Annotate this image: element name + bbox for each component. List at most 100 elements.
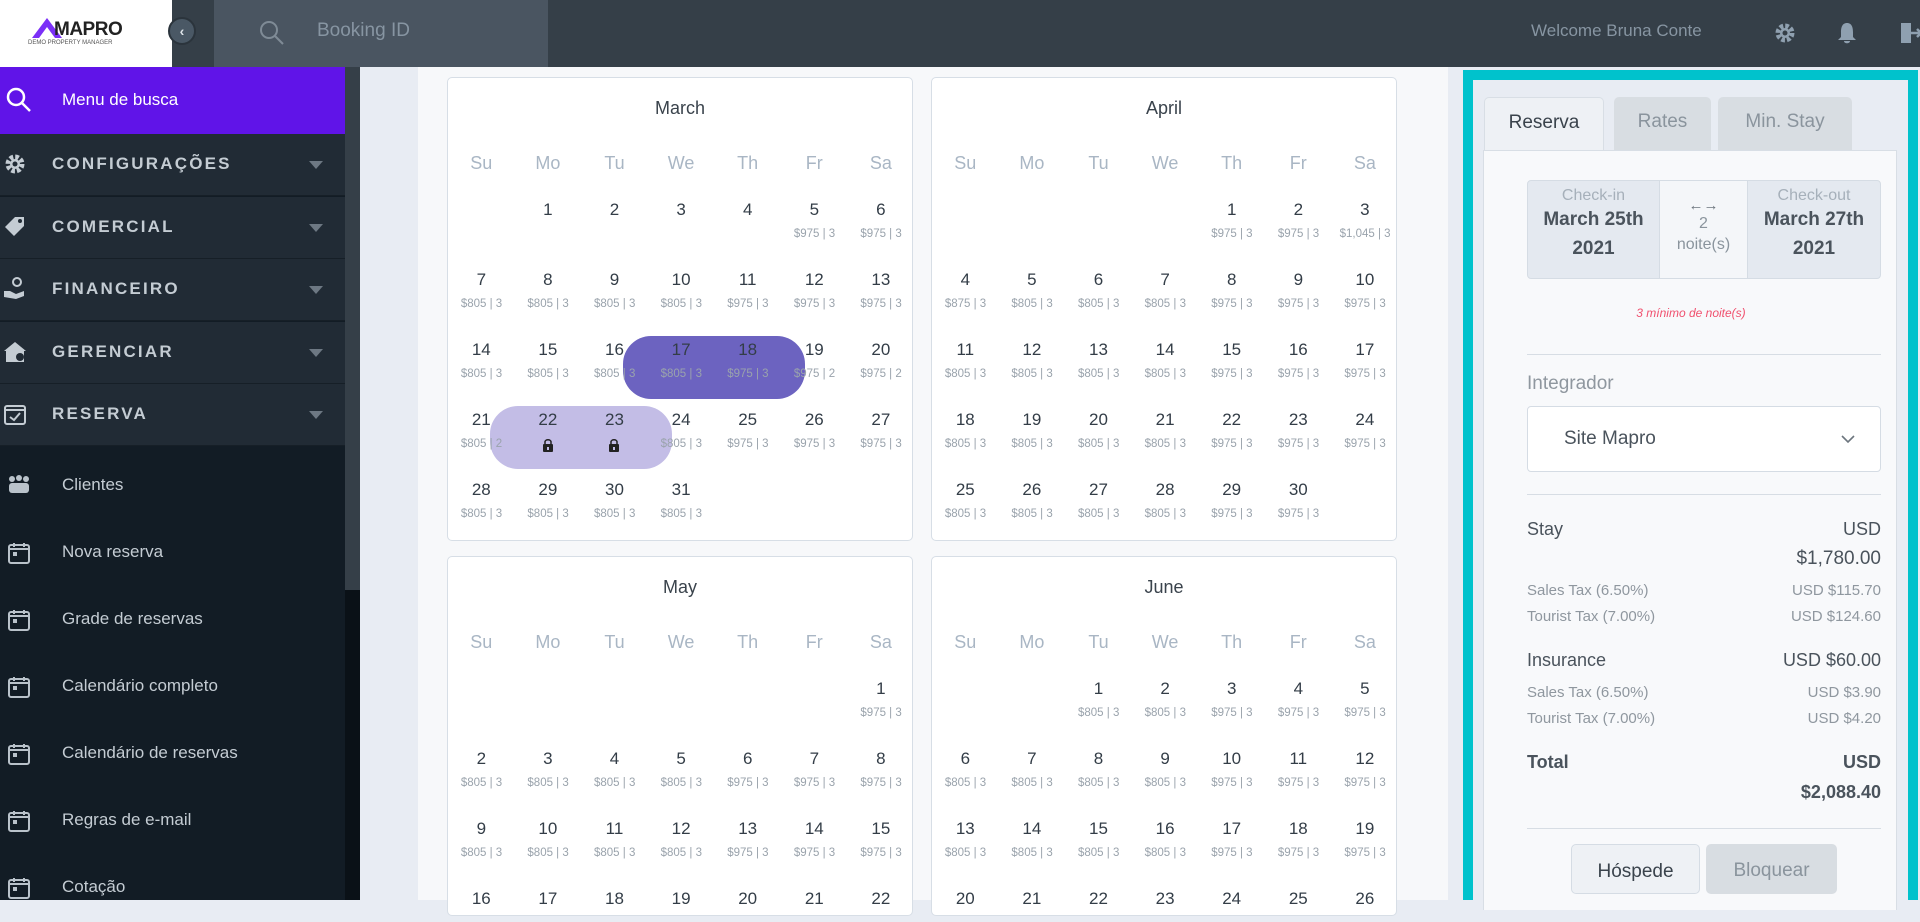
calendar-day[interactable]: 2 $805 | 3 [448,747,515,817]
calendar-day[interactable]: 5 $975 | 3 [1332,677,1396,747]
calendar-day[interactable]: 20 $975 | 2 [848,338,912,408]
calendar-day[interactable]: 11 $975 | 3 [1265,747,1332,817]
calendar-day[interactable]: 24 [1198,887,1265,915]
calendar-day[interactable]: 11 $805 | 3 [581,817,648,887]
calendar-day[interactable]: 17 $975 | 3 [1198,817,1265,887]
calendar-day[interactable]: 21 [781,887,848,915]
calendar-day[interactable]: 5 $805 | 3 [999,268,1066,338]
calendar-day[interactable]: 14 $805 | 3 [448,338,515,408]
calendar-day[interactable]: 5 $975 | 3 [781,198,848,268]
calendar-day[interactable]: 1 $975 | 3 [1198,198,1265,268]
sidebar-scrollbar-thumb[interactable] [345,67,360,590]
calendar-day[interactable]: 29 $975 | 3 [1198,478,1265,540]
sidebar-item[interactable]: Calendário de reservas [0,721,345,788]
checkin-box[interactable]: Check-in March 25th 2021 [1527,180,1660,279]
calendar-day[interactable]: 14 $805 | 3 [999,817,1066,887]
calendar-day[interactable]: 28 $805 | 3 [1132,478,1199,540]
calendar-day[interactable]: 18 $975 | 3 [714,338,781,408]
calendar-day[interactable]: 3 $805 | 3 [515,747,582,817]
calendar-day[interactable]: 20 $805 | 3 [1065,408,1132,478]
calendar-day[interactable]: 15 $975 | 3 [848,817,912,887]
calendar-day[interactable]: 21 [999,887,1066,915]
calendar-day[interactable]: 10 $975 | 3 [1332,268,1396,338]
calendar-day[interactable]: 2 $975 | 3 [1265,198,1332,268]
sidebar-item[interactable]: Grade de reservas [0,587,345,654]
calendar-day[interactable]: 11 $805 | 3 [932,338,999,408]
calendar-day[interactable]: 13 $975 | 3 [848,268,912,338]
tab-min-stay[interactable]: Min. Stay [1718,97,1852,150]
logout-icon[interactable] [1898,20,1920,46]
calendar-day[interactable]: 16 $805 | 3 [581,338,648,408]
sidebar-item[interactable]: Clientes [0,453,345,520]
calendar-day[interactable]: 18 $805 | 3 [932,408,999,478]
calendar-day[interactable]: 22 $975 | 3 [1198,408,1265,478]
calendar-day[interactable]: 27 $805 | 3 [1065,478,1132,540]
calendar-day[interactable]: 13 $805 | 3 [932,817,999,887]
calendar-day[interactable]: 28 $805 | 3 [448,478,515,540]
calendar-day[interactable]: 12 $975 | 3 [781,268,848,338]
calendar-day[interactable]: 31 $805 | 3 [648,478,715,540]
search-input[interactable]: Booking ID [317,20,410,41]
calendar-day[interactable]: 25 $975 | 3 [714,408,781,478]
calendar-day[interactable]: 22 [1065,887,1132,915]
calendar-day[interactable]: 23 [1132,887,1199,915]
calendar-day[interactable]: 9 $805 | 3 [581,268,648,338]
sidebar-item[interactable]: Nova reserva [0,520,345,587]
calendar-day[interactable]: 16 [448,887,515,915]
calendar-day[interactable]: 12 $805 | 3 [648,817,715,887]
calendar-day[interactable]: 9 $805 | 3 [1132,747,1199,817]
calendar-day[interactable]: 14 $975 | 3 [781,817,848,887]
calendar-day[interactable]: 14 $805 | 3 [1132,338,1199,408]
calendar-day[interactable]: 18 $975 | 3 [1265,817,1332,887]
guest-button[interactable]: Hóspede [1571,844,1700,894]
calendar-day[interactable]: 15 $805 | 3 [515,338,582,408]
calendar-day[interactable]: 3 [648,198,715,268]
calendar-day[interactable]: 1 $805 | 3 [1065,677,1132,747]
calendar-day[interactable]: 20 [714,887,781,915]
calendar-day[interactable]: 10 $805 | 3 [648,268,715,338]
calendar-day[interactable]: 5 $805 | 3 [648,747,715,817]
sidebar-search-menu[interactable]: Menu de busca [0,67,345,134]
sidebar-section-financeiro[interactable]: FINANCEIRO [0,259,345,322]
calendar-day[interactable]: 2 $805 | 3 [1132,677,1199,747]
calendar-day[interactable]: 12 $975 | 3 [1332,747,1396,817]
block-button[interactable]: Bloquear [1706,844,1837,894]
calendar-day[interactable]: 17 $975 | 3 [1332,338,1396,408]
calendar-day[interactable]: 4 $805 | 3 [581,747,648,817]
calendar-day[interactable]: 15 $805 | 3 [1065,817,1132,887]
calendar-day[interactable]: 22 [848,887,912,915]
calendar-day[interactable]: 8 $975 | 3 [848,747,912,817]
sidebar-section-configurações[interactable]: CONFIGURAÇÕES [0,134,345,196]
checkout-box[interactable]: Check-out March 27th 2021 [1747,180,1881,279]
calendar-day[interactable]: 24 $975 | 3 [1332,408,1396,478]
calendar-day[interactable]: 13 $975 | 3 [714,817,781,887]
calendar-day[interactable]: 6 $805 | 3 [932,747,999,817]
calendar-day[interactable]: 30 $805 | 3 [581,478,648,540]
sidebar-item[interactable]: Regras de e-mail [0,788,345,855]
calendar-day[interactable]: 26 [1332,887,1396,915]
calendar-day[interactable]: 4 $875 | 3 [932,268,999,338]
sidebar-item[interactable]: Cotação [0,855,345,922]
calendar-day[interactable]: 11 $975 | 3 [714,268,781,338]
calendar-day[interactable]: 7 $805 | 3 [1132,268,1199,338]
calendar-day[interactable]: 16 $975 | 3 [1265,338,1332,408]
collapse-sidebar-button[interactable]: ‹ [168,17,196,45]
bell-icon[interactable] [1834,20,1860,46]
calendar-day[interactable]: 19 $805 | 3 [999,408,1066,478]
calendar-day[interactable]: 22 [515,408,582,478]
calendar-day[interactable]: 18 [581,887,648,915]
calendar-day[interactable]: 16 $805 | 3 [1132,817,1199,887]
calendar-day[interactable]: 7 $805 | 3 [999,747,1066,817]
calendar-day[interactable]: 13 $805 | 3 [1065,338,1132,408]
calendar-day[interactable]: 6 $975 | 3 [714,747,781,817]
sidebar-section-comercial[interactable]: COMERCIAL [0,196,345,259]
calendar-day[interactable]: 4 [714,198,781,268]
calendar-day[interactable]: 6 $805 | 3 [1065,268,1132,338]
calendar-day[interactable]: 19 $975 | 2 [781,338,848,408]
calendar-day[interactable]: 19 $975 | 3 [1332,817,1396,887]
calendar-day[interactable]: 25 $805 | 3 [932,478,999,540]
tab-rates[interactable]: Rates [1614,97,1711,150]
calendar-day[interactable]: 21 $805 | 2 [448,408,515,478]
calendar-day[interactable]: 29 $805 | 3 [515,478,582,540]
logo[interactable]: MAPRO DEMO PROPERTY MANAGER [0,0,172,67]
